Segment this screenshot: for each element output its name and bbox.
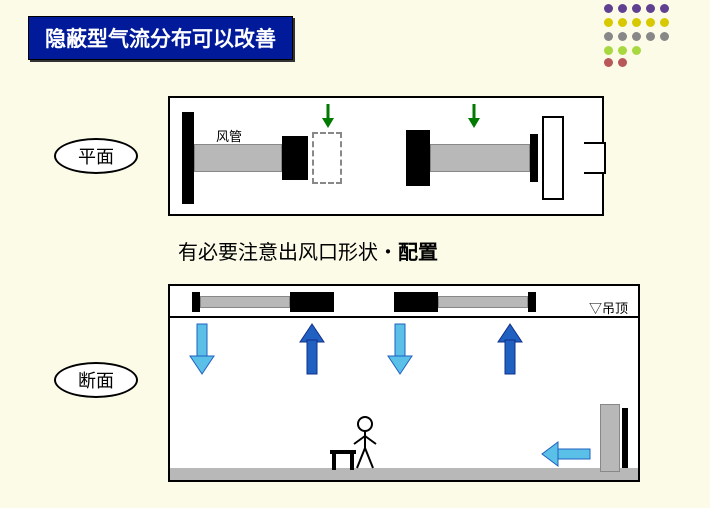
section-label-oval: 断面 [54,362,138,398]
plan-left-outlet [312,132,342,184]
sec-unit1-body [290,292,334,312]
side-supply-arrow-icon [542,442,590,466]
decor-dot [632,4,641,13]
section-diagram: ▽吊顶 [168,284,640,482]
decor-dot [618,46,627,55]
floor-unit-vent [622,408,628,468]
floor [170,468,638,480]
decor-dot [604,4,613,13]
decor-dot [632,18,641,27]
caption-prefix: 有必要注意出风口形状・ [178,242,398,264]
decor-dot [632,46,641,55]
sec-unit2-vent [528,292,536,312]
decor-dot [604,18,613,27]
sec-unit1-duct [200,296,290,308]
plan-right-arrow-icon [466,104,482,130]
floor-unit-body [600,404,620,472]
plan-left-vent [182,112,194,204]
caption-bold: 配置 [398,242,438,264]
sec-unit1-vent [192,292,200,312]
plan-left-arrow-icon [320,104,336,130]
ceiling-label: ▽吊顶 [589,298,628,317]
decor-dot [618,18,627,27]
return-arrow-2-icon [498,324,522,376]
title-banner: 隐蔽型气流分布可以改善 [28,16,293,60]
decor-dot [646,32,655,41]
decor-dots [604,0,694,80]
decor-dot [618,58,627,67]
decor-dot [632,32,641,41]
plan-label-text: 平面 [78,143,114,169]
sec-unit2-body [394,292,438,312]
decor-dot [604,46,613,55]
sec-unit2-duct [438,296,528,308]
decor-dot [646,4,655,13]
return-arrow-1-icon [300,324,324,376]
plan-edge-box [584,142,606,174]
decor-dot [604,32,613,41]
plan-left-unit [282,136,308,180]
decor-dot [618,4,627,13]
plan-right-vent [542,116,564,200]
duct-label: 风管 [216,126,242,145]
decor-dot [660,4,669,13]
plan-right-duct [430,144,530,172]
decor-dot [660,32,669,41]
caption: 有必要注意出风口形状・配置 [178,236,438,265]
decor-dot [618,32,627,41]
decor-dot [660,18,669,27]
plan-label-oval: 平面 [54,138,138,174]
decor-dot [604,58,613,67]
decor-dot [646,18,655,27]
section-label-text: 断面 [78,367,114,393]
plan-left-duct [194,144,282,172]
plan-right-joint [530,134,538,182]
ceiling-line [170,316,638,318]
supply-arrow-1-icon [190,324,214,376]
supply-arrow-2-icon [388,324,412,376]
plan-diagram: 风管 [168,96,604,216]
plan-right-unit [406,130,430,186]
person-icon [330,414,400,474]
